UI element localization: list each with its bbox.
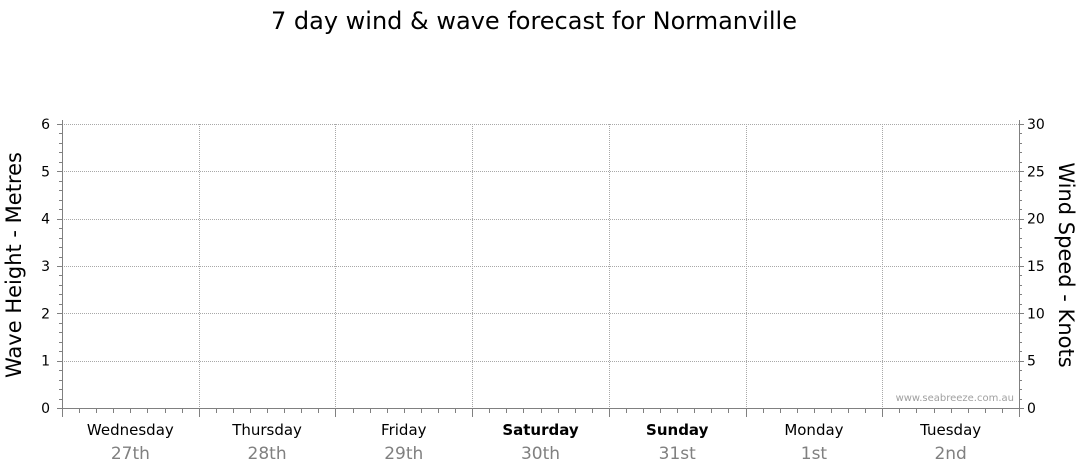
day-name-label: Wednesday	[87, 421, 174, 439]
day-date-label: 27th	[111, 444, 150, 464]
x-axis-day-labels: Wednesday 27th Thursday 28th Friday 29th Satur…	[62, 408, 1020, 464]
right-axis-ticks: 0 5 10 15 20 25 30	[1019, 117, 1045, 417]
day-date-label: 1st	[801, 444, 828, 464]
right-tick-label: 10	[1027, 306, 1045, 322]
grid-lines	[62, 124, 1019, 408]
left-tick-label: 5	[41, 164, 50, 180]
day-name-label: Saturday	[502, 421, 579, 439]
chart-title: 7 day wind & wave forecast for Normanvil…	[271, 7, 797, 35]
right-tick-label: 20	[1027, 212, 1045, 228]
left-axis-title: Wave Height - Metres	[2, 152, 26, 378]
day-date-label: 31st	[659, 444, 696, 464]
day-name-label: Friday	[381, 421, 427, 439]
left-tick-label: 3	[41, 259, 50, 275]
day-name-label: Sunday	[646, 421, 709, 439]
right-tick-label: 0	[1027, 401, 1036, 417]
left-tick-label: 1	[41, 354, 50, 370]
watermark-text: www.seabreeze.com.au	[896, 393, 1014, 404]
left-tick-label: 2	[41, 306, 50, 322]
day-date-label: 30th	[521, 444, 560, 464]
left-tick-label: 6	[41, 117, 50, 133]
day-date-label: 2nd	[934, 444, 966, 464]
left-tick-label: 4	[41, 212, 50, 228]
day-name-label: Monday	[784, 421, 843, 439]
right-tick-label: 15	[1027, 259, 1045, 275]
left-axis-ticks: 0 1 2 3 4 5 6	[41, 117, 62, 417]
left-tick-label: 0	[41, 401, 50, 417]
day-date-label: 29th	[384, 444, 423, 464]
day-name-label: Tuesday	[919, 421, 981, 439]
day-date-label: 28th	[248, 444, 287, 464]
right-tick-label: 5	[1027, 354, 1036, 370]
day-name-label: Thursday	[231, 421, 302, 439]
right-axis-title: Wind Speed - Knots	[1054, 162, 1078, 367]
right-tick-label: 25	[1027, 164, 1045, 180]
axes	[62, 120, 1020, 409]
right-tick-label: 30	[1027, 117, 1045, 133]
